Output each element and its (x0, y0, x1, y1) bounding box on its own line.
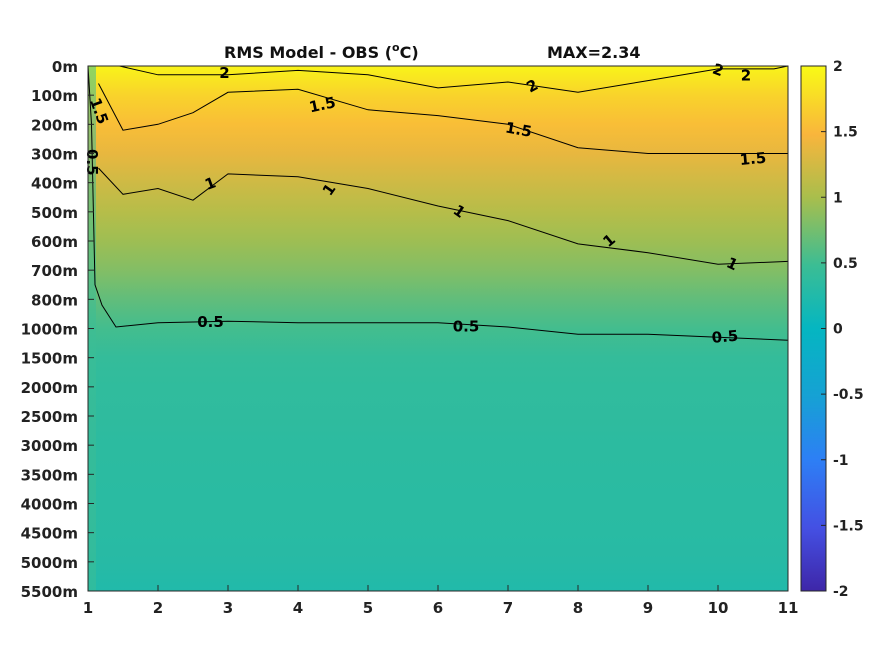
y-tick-label: 600m (31, 233, 78, 251)
y-tick-label: 4500m (21, 525, 78, 543)
x-tick-label: 6 (433, 599, 443, 617)
y-tick-label: 800m (31, 291, 78, 309)
colorbar: 2 1.5 1 0.5 0 -0.5 -1 -1.5 -2 (800, 59, 864, 600)
y-tick-label: 0m (52, 58, 78, 76)
contour-lines (88, 66, 788, 341)
contour-line-1.5 (98, 83, 788, 154)
y-tick-label: 500m (31, 204, 78, 222)
x-tick-label: 2 (153, 599, 163, 617)
contour-label: 1.5 (504, 119, 533, 141)
y-tick-label: 3000m (21, 437, 78, 455)
y-tick-label: 1500m (21, 350, 78, 368)
contour-line-0.5 (88, 66, 788, 341)
x-tick-label: 10 (708, 599, 729, 617)
y-tick-label: 200m (31, 116, 78, 134)
colorbar-tick-label: 2 (833, 59, 843, 75)
y-tick-label: 2500m (21, 408, 78, 426)
x-tick-label: 8 (573, 599, 583, 617)
x-tick-label: 5 (363, 599, 373, 617)
colorbar-tick-label: 1 (833, 190, 843, 206)
y-tick-label: 1000m (21, 321, 78, 339)
y-axis: 0m 100m 200m 300m 400m 500m 600m 700m 800m 1000m 1… (21, 58, 94, 601)
colorbar-tick-label: -1.5 (833, 518, 864, 534)
contour-label: 1.5 (739, 149, 767, 169)
x-tick-label: 9 (643, 599, 653, 617)
colorbar-tick-label: 1.5 (833, 125, 858, 141)
y-tick-label: 300m (31, 146, 78, 164)
contour-label: 2 (219, 64, 229, 82)
y-tick-label: 400m (31, 175, 78, 193)
contour-label: 0.5 (197, 313, 224, 331)
contour-line-1 (98, 167, 788, 265)
x-axis: 1 2 3 4 5 6 7 8 9 10 11 (83, 585, 799, 617)
y-tick-label: 4000m (21, 496, 78, 514)
colorbar-tick-label: 0.5 (833, 256, 858, 272)
y-tick-label: 2000m (21, 379, 78, 397)
y-tick-label: 100m (31, 87, 78, 105)
colorbar-tick-label: -1 (833, 453, 849, 469)
y-tick-label: 700m (31, 262, 78, 280)
contour-label: 0.5 (83, 149, 101, 176)
contour-label: 0.5 (453, 318, 480, 336)
heatmap-field (88, 66, 788, 591)
chart-title: RMS Model - OBS (oC) (224, 41, 419, 62)
colorbar-tick-label: -0.5 (833, 387, 864, 403)
y-tick-label: 5000m (21, 554, 78, 572)
colorbar-ticks: 2 1.5 1 0.5 0 -0.5 -1 -1.5 -2 (821, 59, 864, 600)
x-tick-label: 1 (83, 599, 93, 617)
y-tick-label: 5500m (21, 583, 78, 601)
contour-label: 1.5 (308, 93, 338, 116)
y-tick-label: 3500m (21, 466, 78, 484)
max-annotation: MAX=2.34 (547, 43, 641, 62)
colorbar-tick-label: 0 (833, 322, 843, 338)
colorbar-tick-label: -2 (833, 584, 849, 600)
x-tick-label: 7 (503, 599, 513, 617)
x-tick-label: 3 (223, 599, 233, 617)
contour-label: 0.5 (711, 327, 739, 347)
contour-line-2 (119, 66, 788, 93)
x-tick-label: 11 (778, 599, 799, 617)
contour-label: 2 (741, 67, 751, 85)
x-tick-label: 4 (293, 599, 303, 617)
